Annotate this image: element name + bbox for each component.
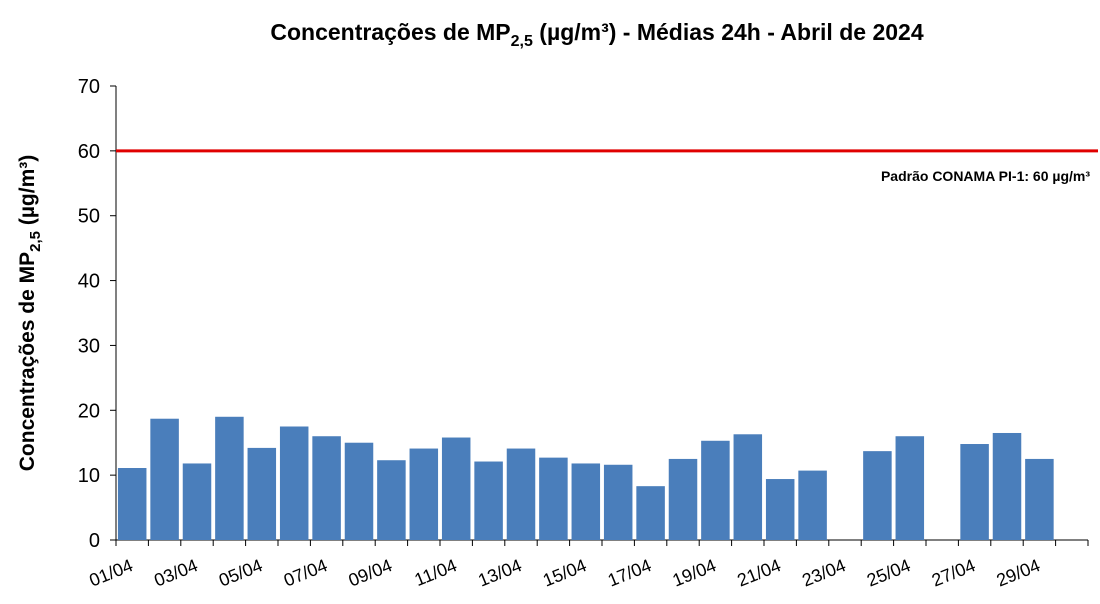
x-tick-label: 27/04	[929, 555, 978, 590]
x-tick-label: 17/04	[605, 555, 654, 590]
bar	[895, 436, 925, 540]
x-tick-label: 11/04	[412, 555, 460, 590]
y-tick-label: 20	[78, 400, 100, 422]
bar	[441, 437, 471, 540]
x-tick-label: 05/04	[216, 555, 265, 590]
bar	[279, 426, 309, 540]
y-tick-label: 50	[78, 206, 100, 228]
x-tick-label: 23/04	[799, 555, 848, 590]
bar	[992, 432, 1022, 540]
bar	[215, 416, 244, 540]
ylabel-part: (µg/m³)	[16, 155, 39, 231]
bar	[409, 448, 439, 540]
bar	[506, 448, 536, 540]
bar	[668, 458, 698, 540]
title-part: (µg/m³) - Médias 24h - Abril de 2024	[533, 19, 924, 45]
bar	[247, 447, 277, 540]
bar	[1025, 458, 1054, 540]
y-tick-label: 0	[89, 530, 100, 552]
x-tick-label: 09/04	[346, 555, 395, 590]
x-tick-label: 21/04	[734, 555, 783, 590]
bar	[474, 461, 503, 540]
y-tick-label: 30	[78, 335, 100, 357]
title-part: Concentrações de MP	[270, 19, 510, 45]
bar	[960, 444, 989, 540]
x-tick-label: 01/04	[86, 555, 135, 590]
bar	[344, 442, 374, 540]
title-subscript: 2,5	[511, 33, 533, 50]
bar	[150, 418, 179, 540]
bar	[312, 436, 341, 540]
y-axis-label: Concentrações de MP2,5 (µg/m³)	[16, 155, 44, 472]
x-tick-label: 25/04	[864, 555, 913, 590]
x-tick-label: 29/04	[994, 555, 1043, 590]
x-tick-label: 07/04	[281, 555, 330, 590]
bar	[733, 434, 763, 540]
bar	[701, 440, 730, 540]
x-tick-label: 13/04	[475, 555, 524, 590]
y-tick-label: 10	[78, 465, 100, 487]
bar	[603, 464, 633, 540]
x-tick-label: 19/04	[670, 555, 719, 590]
bar	[182, 463, 212, 540]
y-tick-label: 70	[78, 76, 100, 98]
bar	[798, 470, 827, 540]
bar	[571, 463, 601, 540]
bar	[636, 486, 665, 540]
y-tick-label: 60	[78, 141, 100, 163]
x-tick-label: 03/04	[151, 555, 200, 590]
bar	[539, 457, 568, 540]
reference-label: Padrão CONAMA PI-1: 60 µg/m³	[881, 168, 1090, 184]
bar	[863, 451, 892, 540]
bar	[377, 460, 406, 540]
ylabel-subscript: 2,5	[27, 231, 44, 252]
chart-title: Concentrações de MP2,5 (µg/m³) - Médias …	[270, 19, 923, 50]
y-tick-label: 40	[78, 271, 100, 293]
x-tick-label: 15/04	[540, 555, 589, 590]
ylabel-part: Concentrações de MP	[16, 252, 39, 471]
bar	[765, 479, 795, 540]
bar	[117, 468, 147, 540]
